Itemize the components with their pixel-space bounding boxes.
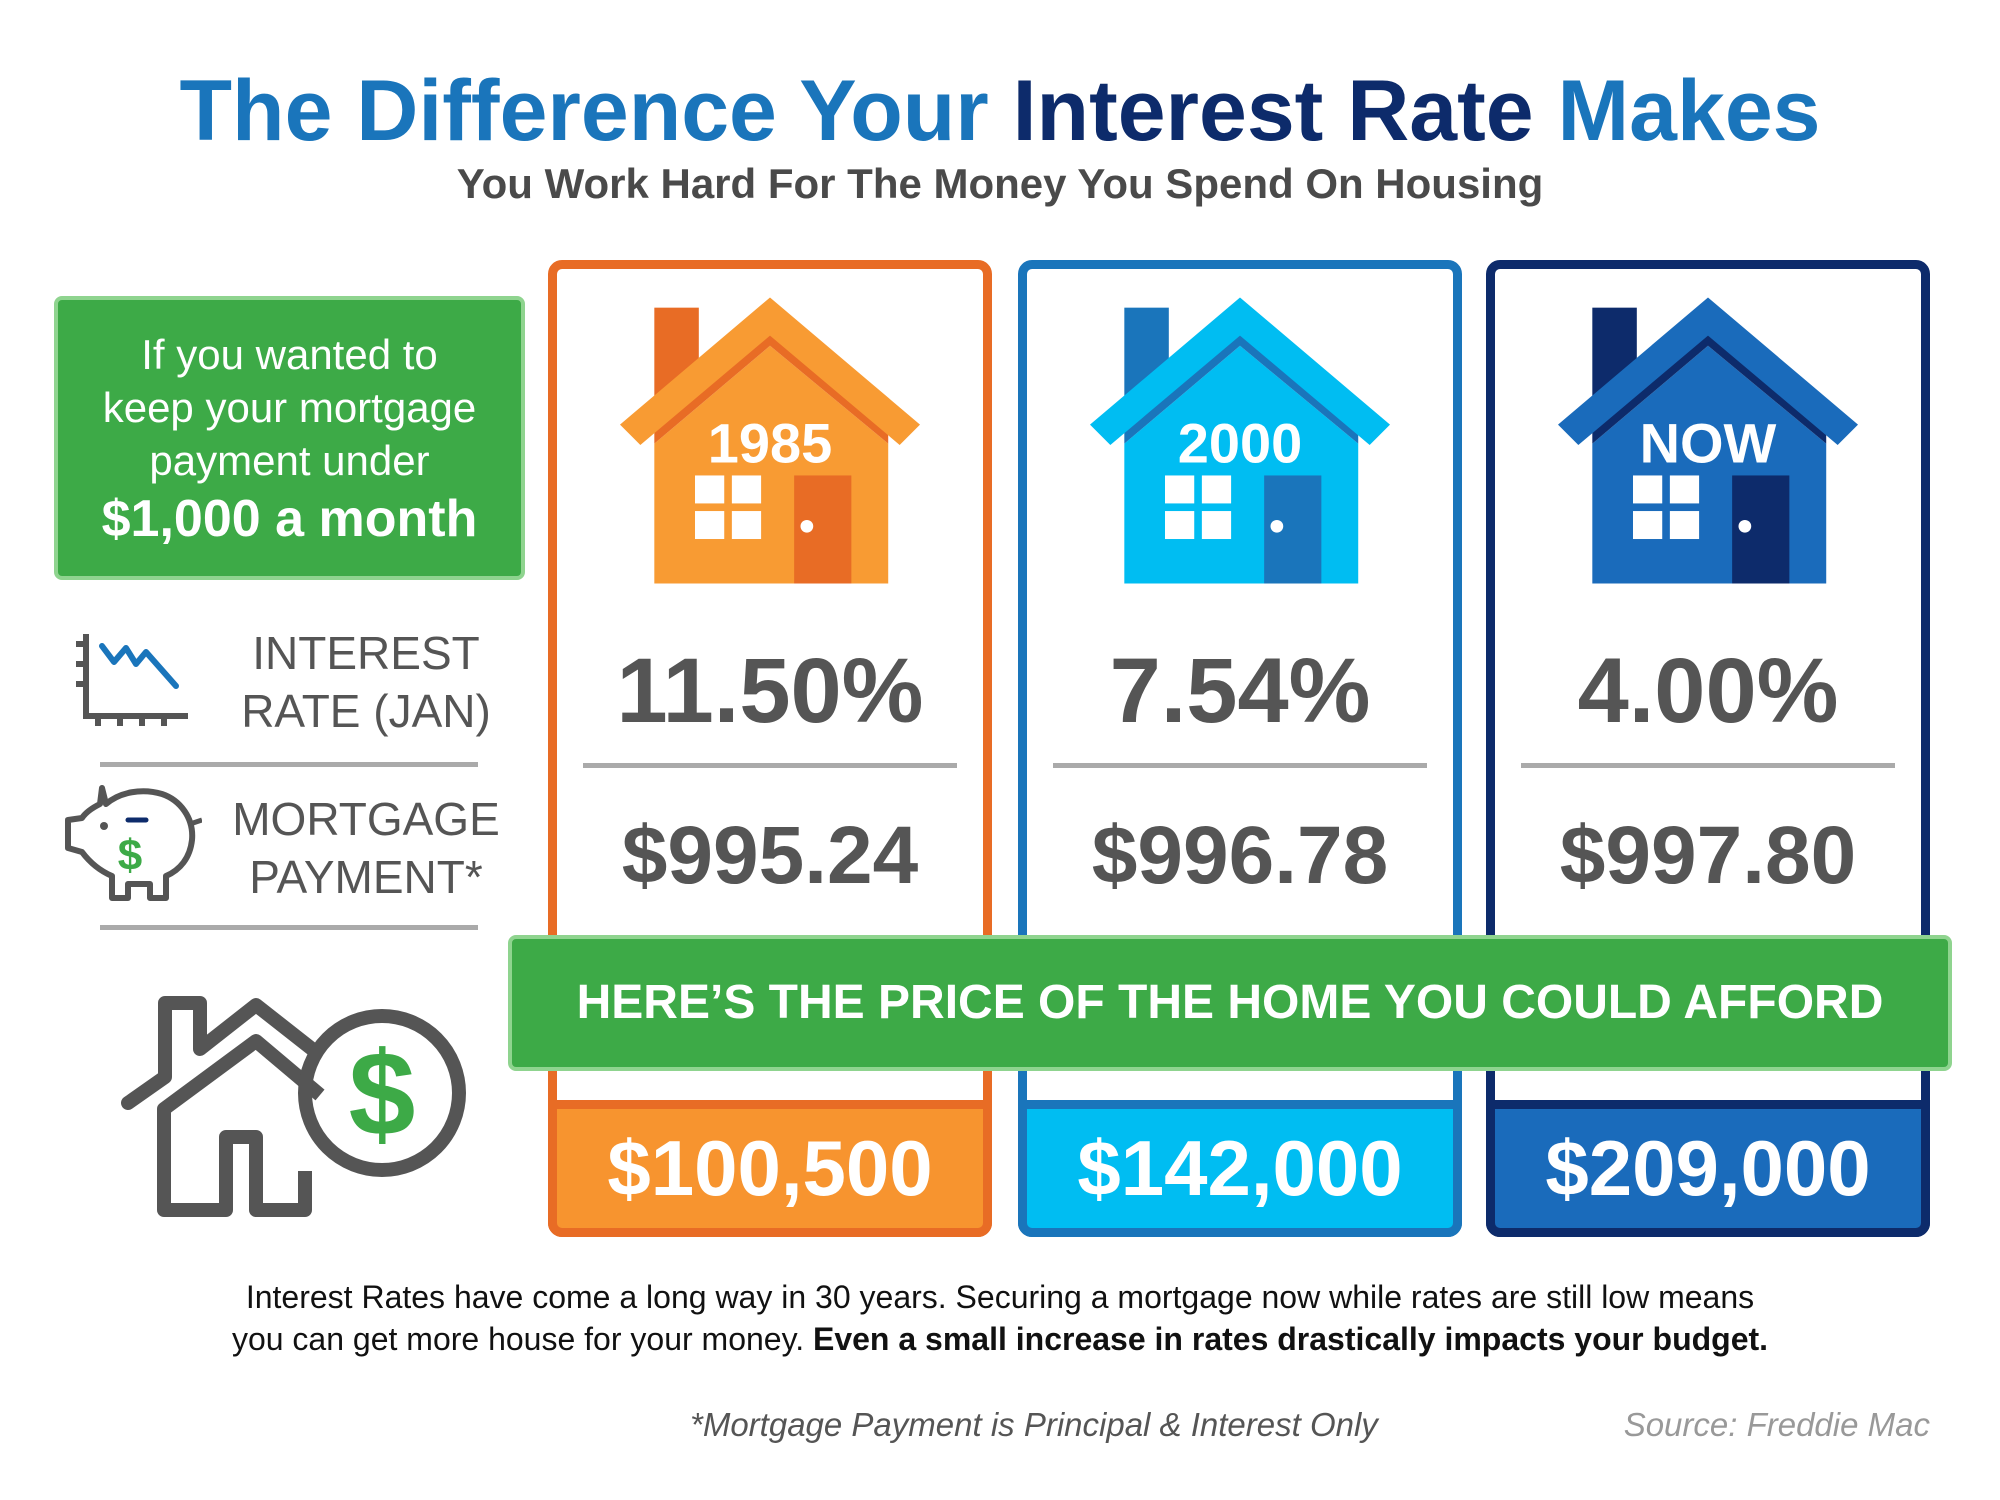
intro-line: If you wanted to <box>141 331 438 378</box>
label-line: RATE (JAN) <box>241 685 491 737</box>
divider <box>583 763 957 768</box>
chart-down-icon <box>76 634 188 726</box>
title-part-1: The Difference Your <box>179 63 989 159</box>
period-label: NOW <box>1640 412 1777 475</box>
home-price-value: $209,000 <box>1486 1100 1930 1237</box>
mortgage-payment-label: MORTGAGE PAYMENT* <box>206 790 526 906</box>
divider <box>1053 763 1427 768</box>
source: Source: Freddie Mac <box>1623 1406 1930 1443</box>
house-icon: 2000 <box>1090 297 1390 584</box>
summary-line: Interest Rates have come a long way in 3… <box>245 1279 1755 1315</box>
interest-rate-value: 4.00% <box>1577 640 1839 742</box>
interest-rate-value: 11.50% <box>616 640 924 742</box>
svg-text:$: $ <box>118 831 142 880</box>
divider <box>1521 763 1895 768</box>
page-title: The Difference Your Interest Rate Makes <box>0 62 2000 161</box>
label-line: INTEREST <box>252 627 480 679</box>
mortgage-payment-value: $996.78 <box>1091 810 1389 901</box>
mortgage-payment-value: $995.24 <box>621 810 919 901</box>
intro-line: keep your mortgage <box>102 384 477 431</box>
label-line: MORTGAGE <box>232 793 500 845</box>
piggy-bank-dollar-icon: $ <box>65 785 202 901</box>
footnote: *Mortgage Payment is Principal & Interes… <box>690 1406 1378 1443</box>
svg-text:$: $ <box>349 1027 416 1161</box>
home-price-value: $142,000 <box>1018 1100 1462 1237</box>
period-label: 1985 <box>708 412 832 475</box>
year-column: 1985 11.50% $995.24 <box>548 260 992 1237</box>
summary-text: Interest Rates have come a long way in 3… <box>100 1276 1900 1360</box>
home-price-value: $100,500 <box>548 1100 992 1237</box>
mortgage-payment-value: $997.80 <box>1559 810 1857 901</box>
year-column: NOW 4.00% $997.80 <box>1486 260 1930 1237</box>
house-dollar-icon: $ <box>121 996 466 1217</box>
summary-emphasis: Even a small increase in rates drastical… <box>812 1321 1769 1357</box>
title-part-2: Interest Rate <box>1012 63 1534 159</box>
period-label: 2000 <box>1178 412 1302 475</box>
interest-rate-label: INTEREST RATE (JAN) <box>206 624 526 740</box>
label-line: PAYMENT* <box>249 851 483 903</box>
title-part-3: Makes <box>1557 63 1821 159</box>
house-icon: 1985 <box>620 297 920 584</box>
year-column: 2000 7.54% $996.78 <box>1018 260 1462 1237</box>
intro-box: If you wanted to keep your mortgage paym… <box>54 296 525 580</box>
house-icon: NOW <box>1558 297 1858 584</box>
afford-banner: HERE’S THE PRICE OF THE HOME YOU COULD A… <box>508 935 1952 1071</box>
intro-line: payment under <box>149 437 430 484</box>
interest-rate-value: 7.54% <box>1109 640 1371 742</box>
intro-amount: $1,000 a month <box>101 490 478 548</box>
subtitle: You Work Hard For The Money You Spend On… <box>456 160 1544 207</box>
summary-line: you can get more house for your money. <box>231 1321 805 1357</box>
divider <box>100 925 478 930</box>
divider <box>100 762 478 767</box>
